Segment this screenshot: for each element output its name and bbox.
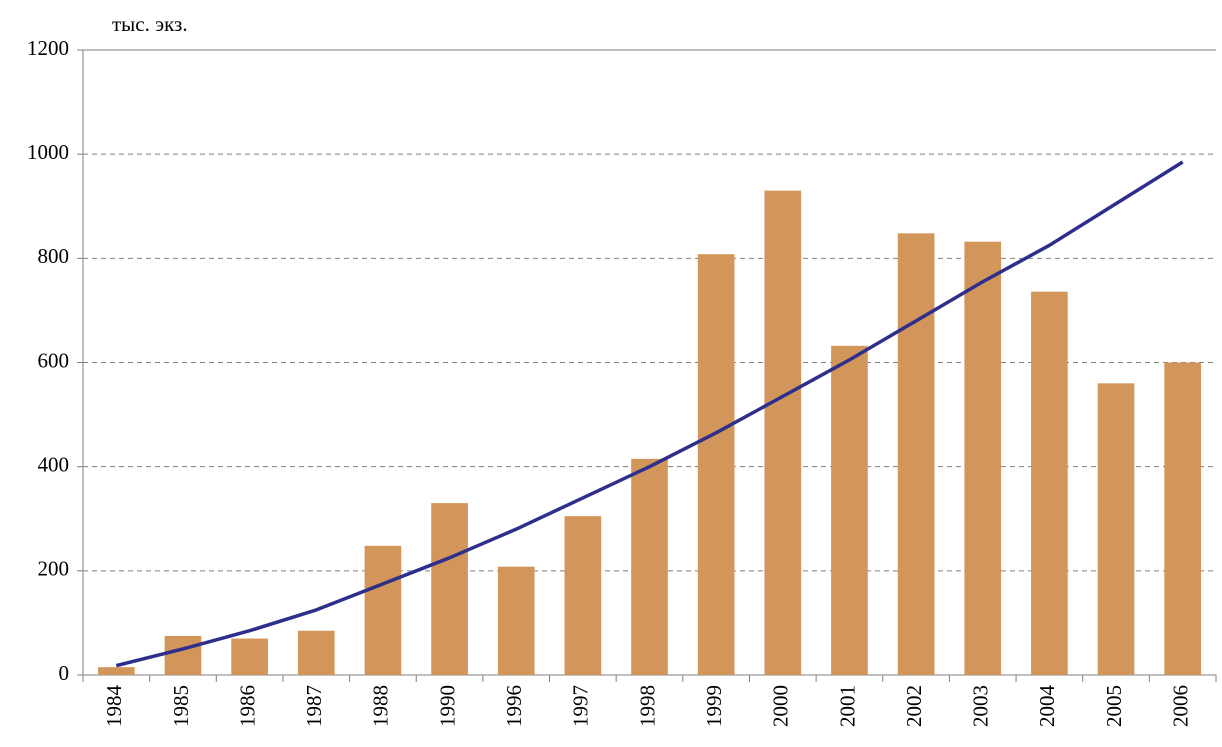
y-axis-label: тыс. экз.	[112, 12, 188, 36]
x-tick-label: 2006	[1168, 685, 1192, 727]
y-tick-label: 0	[59, 661, 70, 685]
x-tick-label: 1996	[502, 685, 526, 727]
trend-line	[115, 160, 1184, 668]
bar	[564, 516, 602, 675]
bar	[364, 545, 402, 675]
bar	[97, 667, 135, 675]
x-tick-label: 2000	[769, 685, 793, 727]
bar	[764, 190, 802, 675]
bar	[897, 233, 935, 676]
bar	[1164, 362, 1202, 675]
bar	[497, 566, 535, 675]
x-tick-label: 1999	[702, 685, 726, 727]
bar	[164, 635, 202, 675]
x-tick-label: 1985	[169, 685, 193, 727]
x-tick-label: 2001	[835, 685, 859, 727]
y-tick-label: 600	[38, 348, 70, 372]
y-tick-label: 200	[38, 557, 70, 581]
bar	[231, 638, 268, 675]
y-tick-label: 1000	[27, 140, 69, 164]
x-tick-label: 2005	[1102, 685, 1126, 727]
x-tick-label: 1997	[569, 685, 593, 727]
bar	[964, 241, 1002, 675]
x-tick-label: 2004	[1035, 685, 1059, 728]
y-tick-label: 400	[38, 452, 70, 476]
bar	[631, 458, 668, 675]
x-tick-label: 1987	[302, 685, 326, 727]
x-tick-label: 1998	[635, 685, 659, 727]
y-tick-label: 1200	[27, 36, 69, 60]
bar	[297, 630, 335, 675]
bar	[1031, 291, 1068, 675]
x-tick-label: 1984	[102, 685, 126, 728]
bar	[1097, 383, 1135, 675]
x-tick-label: 1986	[235, 685, 259, 727]
bar	[831, 345, 868, 675]
x-tick-label: 1990	[435, 685, 459, 727]
x-tick-label: 1988	[369, 685, 393, 727]
bar	[697, 254, 735, 675]
bar	[431, 503, 468, 675]
x-tick-label: 2002	[902, 685, 926, 727]
y-tick-label: 800	[38, 244, 70, 268]
x-tick-label: 2003	[969, 685, 993, 727]
